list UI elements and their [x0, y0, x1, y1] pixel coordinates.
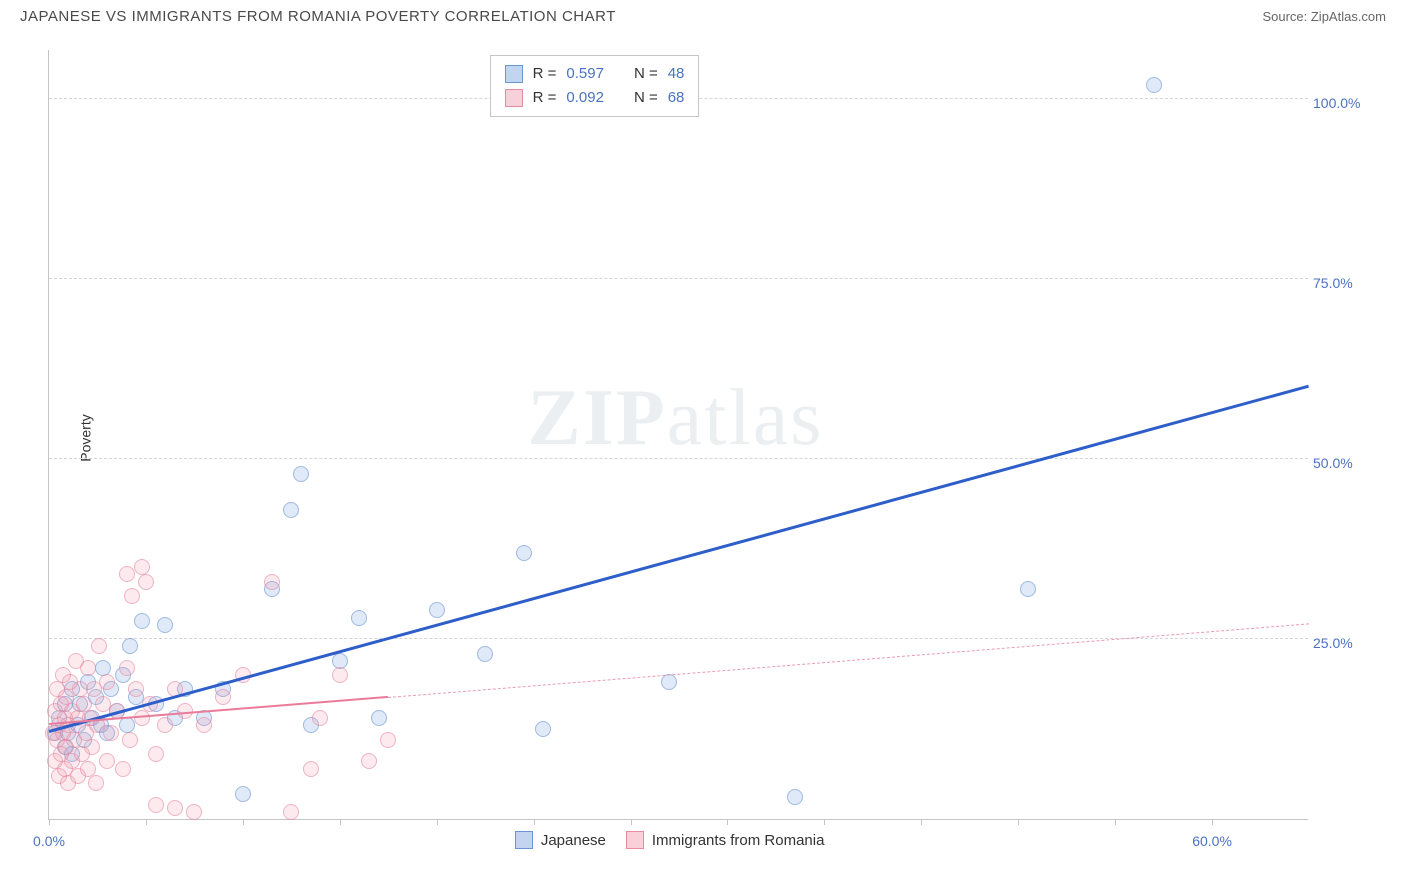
data-point — [283, 502, 299, 518]
chart-title: JAPANESE VS IMMIGRANTS FROM ROMANIA POVE… — [20, 8, 616, 25]
data-point — [215, 689, 231, 705]
data-point — [332, 667, 348, 683]
ytick-label: 25.0% — [1313, 635, 1363, 651]
stat-label: R = — [533, 86, 557, 110]
data-point — [186, 804, 202, 820]
data-point — [264, 574, 280, 590]
data-point — [167, 800, 183, 816]
chart-area: Poverty ZIPatlas 25.0%50.0%75.0%100.0%0.… — [48, 50, 1368, 825]
xtick — [49, 819, 50, 825]
legend-swatch — [505, 89, 523, 107]
source-attribution: Source: ZipAtlas.com — [1262, 9, 1386, 24]
legend-swatch — [515, 831, 533, 849]
legend-label: Japanese — [541, 832, 606, 849]
data-point — [535, 721, 551, 737]
xtick — [1018, 819, 1019, 825]
data-point — [99, 674, 115, 690]
ytick-label: 100.0% — [1313, 95, 1363, 111]
data-point — [283, 804, 299, 820]
xtick — [824, 819, 825, 825]
stat-label: N = — [634, 62, 658, 86]
gridline-h — [49, 278, 1308, 279]
data-point — [115, 761, 131, 777]
gridline-h — [49, 458, 1308, 459]
data-point — [516, 545, 532, 561]
regression-line — [388, 624, 1309, 699]
data-point — [380, 732, 396, 748]
data-point — [1020, 581, 1036, 597]
stat-value: 0.597 — [566, 62, 604, 86]
xtick — [243, 819, 244, 825]
data-point — [235, 786, 251, 802]
xtick — [1212, 819, 1213, 825]
data-point — [84, 739, 100, 755]
xtick — [727, 819, 728, 825]
data-point — [128, 681, 144, 697]
data-point — [787, 789, 803, 805]
xtick — [146, 819, 147, 825]
data-point — [157, 717, 173, 733]
stat-value: 48 — [668, 62, 685, 86]
data-point — [80, 660, 96, 676]
stat-value: 68 — [668, 86, 685, 110]
stat-label: R = — [533, 62, 557, 86]
xtick-label: 0.0% — [33, 833, 65, 849]
legend-swatch — [626, 831, 644, 849]
series-legend: Japanese Immigrants from Romania — [515, 831, 825, 849]
data-point — [361, 753, 377, 769]
xtick — [437, 819, 438, 825]
data-point — [312, 710, 328, 726]
legend-label: Immigrants from Romania — [652, 832, 825, 849]
data-point — [103, 725, 119, 741]
xtick — [921, 819, 922, 825]
data-point — [477, 646, 493, 662]
xtick — [631, 819, 632, 825]
stat-label: N = — [634, 86, 658, 110]
data-point — [122, 638, 138, 654]
xtick — [340, 819, 341, 825]
data-point — [119, 566, 135, 582]
data-point — [124, 588, 140, 604]
data-point — [134, 710, 150, 726]
data-point — [122, 732, 138, 748]
data-point — [148, 746, 164, 762]
data-point — [157, 617, 173, 633]
data-point — [138, 574, 154, 590]
data-point — [99, 753, 115, 769]
data-point — [148, 797, 164, 813]
xtick — [534, 819, 535, 825]
data-point — [371, 710, 387, 726]
data-point — [351, 610, 367, 626]
data-point — [134, 613, 150, 629]
data-point — [661, 674, 677, 690]
data-point — [119, 660, 135, 676]
data-point — [429, 602, 445, 618]
legend-swatch — [505, 65, 523, 83]
data-point — [293, 466, 309, 482]
data-point — [91, 638, 107, 654]
stats-legend: R = 0.597 N = 48 R = 0.092 N = 68 — [490, 55, 700, 117]
data-point — [1146, 77, 1162, 93]
ytick-label: 50.0% — [1313, 455, 1363, 471]
data-point — [303, 761, 319, 777]
ytick-label: 75.0% — [1313, 275, 1363, 291]
watermark: ZIPatlas — [527, 373, 823, 464]
xtick — [1115, 819, 1116, 825]
source-link[interactable]: ZipAtlas.com — [1311, 9, 1386, 24]
xtick-label: 60.0% — [1192, 833, 1232, 849]
scatter-plot: ZIPatlas 25.0%50.0%75.0%100.0%0.0%60.0%R… — [48, 50, 1308, 820]
data-point — [88, 775, 104, 791]
regression-line — [49, 385, 1310, 733]
data-point — [196, 717, 212, 733]
stat-value: 0.092 — [566, 86, 604, 110]
